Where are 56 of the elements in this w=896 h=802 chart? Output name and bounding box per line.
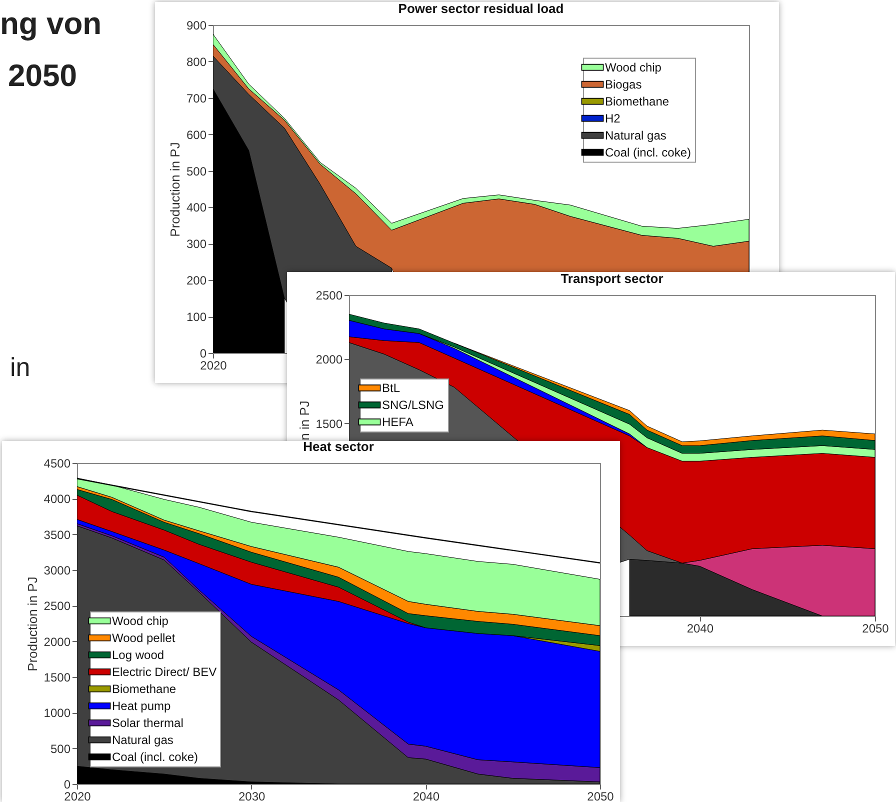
y-tick-label: 0 — [200, 346, 207, 360]
y-tick-label: 400 — [186, 200, 207, 215]
x-tick-label: 2040 — [686, 622, 714, 636]
legend-label: Log wood — [112, 648, 164, 662]
y-tick-label: 3000 — [44, 564, 71, 578]
y-tick-label: 500 — [50, 742, 71, 756]
y-axis-title: Production in PJ — [167, 142, 182, 237]
legend-label: Biomethane — [112, 682, 176, 696]
legend-label: Heat pump — [112, 698, 172, 713]
y-axis-title: n in PJ — [296, 400, 312, 440]
y-tick-label: 2500 — [44, 599, 71, 614]
legend-label: BtL — [382, 380, 400, 395]
x-tick-label: 2020 — [64, 790, 92, 802]
text: 2050 — [8, 58, 77, 94]
legend-label: Natural gas — [112, 732, 174, 747]
y-tick-label: 1500 — [316, 416, 343, 431]
legend-label: Biogas — [605, 77, 642, 92]
y-tick-label: 100 — [186, 310, 207, 324]
y-tick-label: 600 — [186, 128, 207, 142]
y-tick-label: 3500 — [44, 528, 71, 542]
legend-label: Wood chip — [605, 60, 662, 74]
y-tick-label: 2000 — [316, 352, 343, 367]
legend-label: SNG/LSNG — [382, 398, 444, 412]
legend-label: Solar thermal — [112, 716, 184, 730]
legend-label: Natural gas — [605, 128, 666, 142]
y-tick-label: 500 — [186, 164, 207, 178]
x-tick-label: 2030 — [238, 790, 266, 802]
y-tick-label: 2000 — [44, 634, 71, 649]
legend-label: Coal (incl. coke) — [605, 145, 692, 160]
legend-label: H2 — [605, 111, 621, 126]
legend-label: Coal (incl. coke) — [112, 750, 198, 764]
y-tick-label: 2500 — [316, 288, 343, 302]
y-tick-label: 1000 — [44, 706, 71, 720]
y-axis-title: Production in PJ — [24, 576, 40, 672]
y-tick-label: 200 — [186, 274, 207, 288]
y-tick-label: 800 — [186, 54, 207, 69]
chart-title: Heat sector — [303, 439, 374, 454]
y-tick-label: 0 — [64, 778, 71, 792]
legend-label: HEFA — [382, 414, 414, 429]
legend-label: Wood pellet — [112, 630, 176, 645]
y-tick-label: 4000 — [44, 492, 71, 506]
x-tick-label: 2040 — [412, 790, 440, 802]
y-tick-label: 700 — [186, 91, 207, 106]
chart-title: Transport sector — [560, 271, 664, 286]
y-tick-label: 4500 — [44, 456, 71, 470]
chart-title: Power sector residual load — [398, 1, 564, 16]
legend-label: Wood chip — [112, 614, 169, 628]
x-tick-label: 2020 — [200, 358, 228, 372]
y-tick-label: 900 — [186, 18, 207, 32]
y-tick-label: 1500 — [44, 670, 71, 684]
y-tick-label: 300 — [186, 237, 207, 252]
legend-label: Electric Direct/ BEV — [112, 664, 217, 679]
x-tick-label: 2050 — [587, 790, 614, 802]
text: in — [10, 352, 30, 383]
text: ng von — [0, 6, 102, 42]
legend-label: Biomethane — [605, 94, 670, 108]
